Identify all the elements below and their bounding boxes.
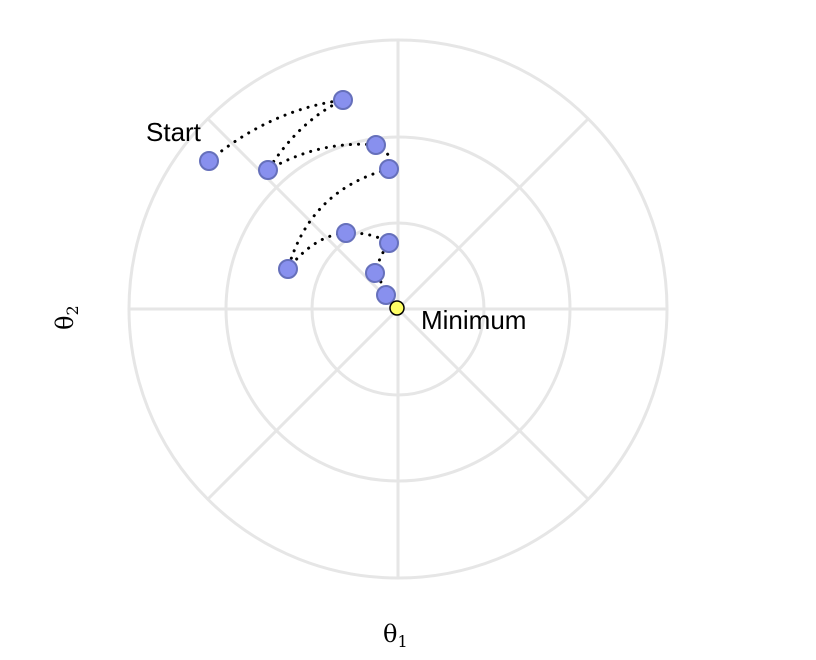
y-axis-label-base: θ xyxy=(51,316,79,330)
step-point-10 xyxy=(376,285,396,305)
descent-path xyxy=(207,98,392,297)
step-point-7 xyxy=(336,223,356,243)
x-axis-label-base: θ xyxy=(383,620,397,648)
step-point-5 xyxy=(379,159,399,179)
x-axis-label: θ1 xyxy=(383,620,408,651)
minimum-label: Minimum xyxy=(421,305,526,335)
step-point-1 xyxy=(199,151,219,171)
descent-points xyxy=(199,90,399,305)
step-point-9 xyxy=(365,263,385,283)
step-point-4 xyxy=(366,135,386,155)
diagonal-line-sw xyxy=(206,307,400,501)
step-point-8 xyxy=(379,233,399,253)
x-axis-label-subscript: 1 xyxy=(397,632,407,651)
step-point-2 xyxy=(333,90,353,110)
minimum-point xyxy=(389,300,405,316)
diagonal-line-se xyxy=(396,307,590,501)
y-axis-label-subscript: 2 xyxy=(63,305,82,315)
start-label: Start xyxy=(146,117,202,147)
diagonal-line-ne xyxy=(396,117,590,311)
y-axis-label: θ2 xyxy=(51,305,82,330)
step-point-3 xyxy=(258,160,278,180)
step-point-6 xyxy=(278,259,298,279)
